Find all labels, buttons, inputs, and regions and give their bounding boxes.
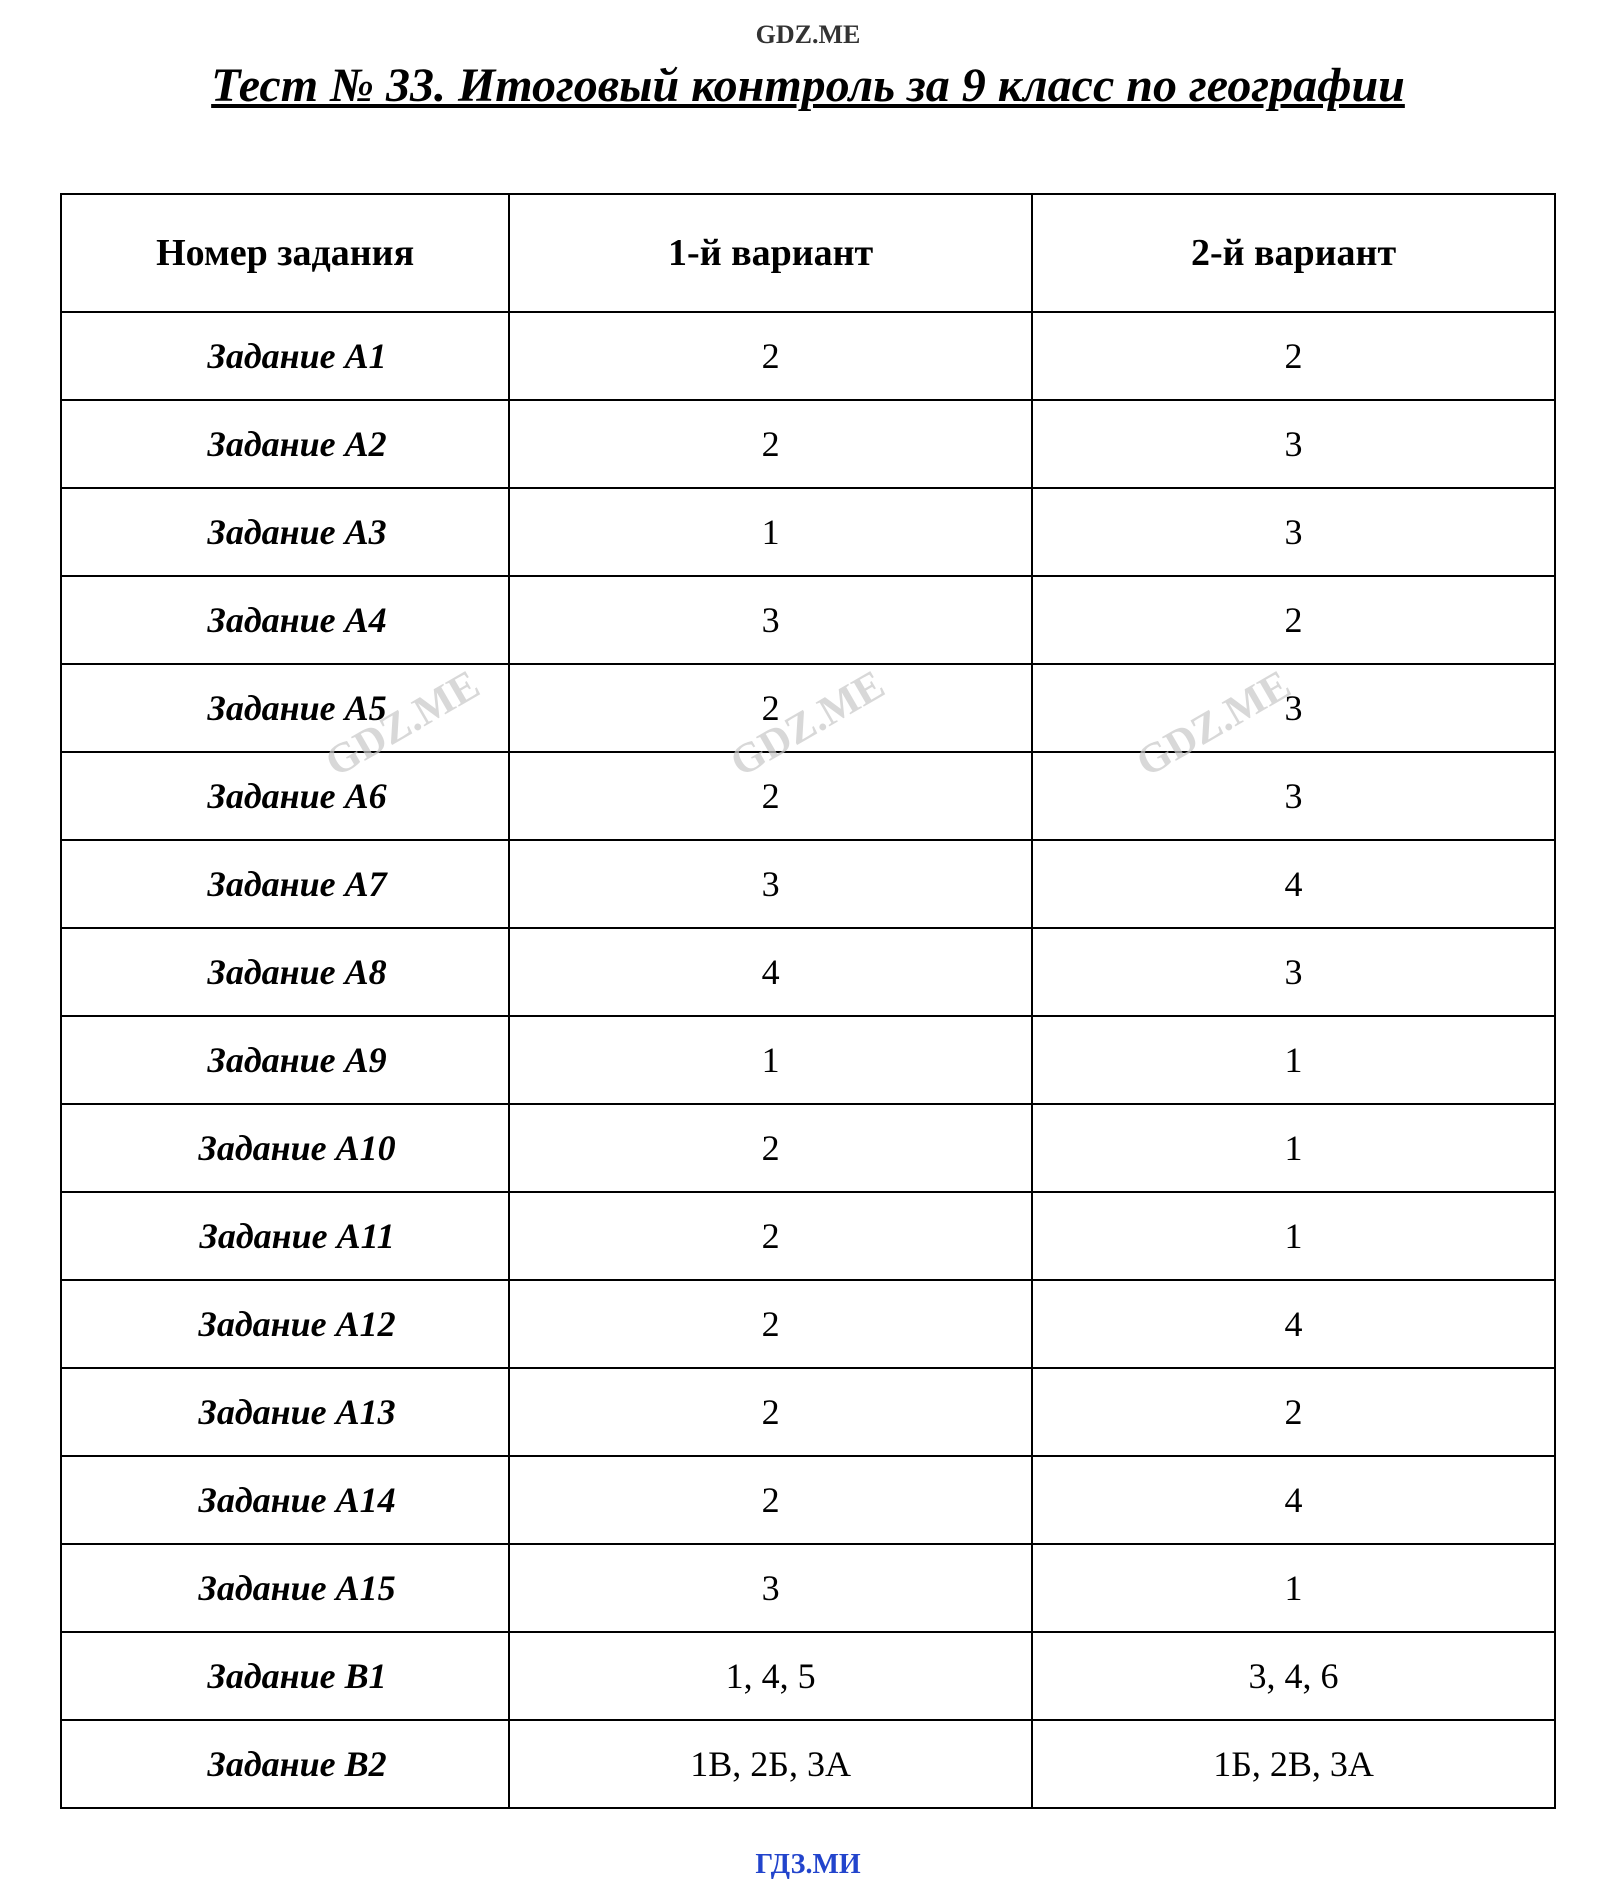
column-header-variant1: 1-й вариант [509, 194, 1032, 312]
task-name-cell: Задание А9 [61, 1016, 509, 1104]
task-name-cell: Задание А2 [61, 400, 509, 488]
table-row: Задание А1224 [61, 1280, 1555, 1368]
column-header-variant2: 2-й вариант [1032, 194, 1555, 312]
variant1-cell: 3 [509, 840, 1032, 928]
variant2-cell: 3 [1032, 928, 1555, 1016]
variant2-cell: 1 [1032, 1016, 1555, 1104]
answers-table: Номер задания 1-й вариант 2-й вариант За… [60, 193, 1556, 1809]
variant1-cell: 3 [509, 1544, 1032, 1632]
table-row: Задание А1322 [61, 1368, 1555, 1456]
table-row: Задание А313 [61, 488, 1555, 576]
task-name-cell: Задание А11 [61, 1192, 509, 1280]
variant2-cell: 1Б, 2В, 3А [1032, 1720, 1555, 1808]
table-row: Задание А911 [61, 1016, 1555, 1104]
variant2-cell: 2 [1032, 1368, 1555, 1456]
table-row: Задание А523 [61, 664, 1555, 752]
variant1-cell: 2 [509, 312, 1032, 400]
variant2-cell: 3 [1032, 488, 1555, 576]
table-row: Задание А623 [61, 752, 1555, 840]
variant1-cell: 2 [509, 400, 1032, 488]
task-name-cell: Задание А5 [61, 664, 509, 752]
task-name-cell: Задание А10 [61, 1104, 509, 1192]
task-name-cell: Задание В2 [61, 1720, 509, 1808]
table-row: Задание В21В, 2Б, 3А1Б, 2В, 3А [61, 1720, 1555, 1808]
variant2-cell: 4 [1032, 1280, 1555, 1368]
task-name-cell: Задание А7 [61, 840, 509, 928]
table-header-row: Номер задания 1-й вариант 2-й вариант [61, 194, 1555, 312]
column-header-task: Номер задания [61, 194, 509, 312]
variant2-cell: 2 [1032, 576, 1555, 664]
variant2-cell: 3 [1032, 664, 1555, 752]
variant2-cell: 3 [1032, 400, 1555, 488]
variant2-cell: 1 [1032, 1104, 1555, 1192]
task-name-cell: Задание А13 [61, 1368, 509, 1456]
task-name-cell: Задание В1 [61, 1632, 509, 1720]
task-name-cell: Задание А4 [61, 576, 509, 664]
table-row: Задание А1121 [61, 1192, 1555, 1280]
variant1-cell: 4 [509, 928, 1032, 1016]
table-row: Задание А1531 [61, 1544, 1555, 1632]
task-name-cell: Задание А6 [61, 752, 509, 840]
variant1-cell: 2 [509, 1104, 1032, 1192]
variant2-cell: 4 [1032, 1456, 1555, 1544]
table-row: Задание А1021 [61, 1104, 1555, 1192]
variant1-cell: 2 [509, 1456, 1032, 1544]
table-row: Задание А223 [61, 400, 1555, 488]
variant2-cell: 1 [1032, 1544, 1555, 1632]
variant1-cell: 2 [509, 1280, 1032, 1368]
table-row: Задание А734 [61, 840, 1555, 928]
variant1-cell: 1 [509, 488, 1032, 576]
footer-watermark: ГДЗ.МИ [60, 1849, 1556, 1881]
table-row: Задание В11, 4, 53, 4, 6 [61, 1632, 1555, 1720]
variant1-cell: 2 [509, 1368, 1032, 1456]
variant2-cell: 3, 4, 6 [1032, 1632, 1555, 1720]
task-name-cell: Задание А3 [61, 488, 509, 576]
table-row: Задание А843 [61, 928, 1555, 1016]
variant1-cell: 2 [509, 752, 1032, 840]
table-row: Задание А122 [61, 312, 1555, 400]
task-name-cell: Задание А15 [61, 1544, 509, 1632]
task-name-cell: Задание А14 [61, 1456, 509, 1544]
variant2-cell: 4 [1032, 840, 1555, 928]
task-name-cell: Задание А12 [61, 1280, 509, 1368]
variant2-cell: 2 [1032, 312, 1555, 400]
task-name-cell: Задание А8 [61, 928, 509, 1016]
variant2-cell: 1 [1032, 1192, 1555, 1280]
variant1-cell: 3 [509, 576, 1032, 664]
variant1-cell: 2 [509, 664, 1032, 752]
page-title: Тест № 33. Итоговый контроль за 9 класс … [60, 58, 1556, 113]
variant1-cell: 1 [509, 1016, 1032, 1104]
task-name-cell: Задание А1 [61, 312, 509, 400]
table-row: Задание А432 [61, 576, 1555, 664]
variant1-cell: 1В, 2Б, 3А [509, 1720, 1032, 1808]
header-watermark: GDZ.ME [60, 20, 1556, 50]
variant2-cell: 3 [1032, 752, 1555, 840]
table-row: Задание А1424 [61, 1456, 1555, 1544]
variant1-cell: 1, 4, 5 [509, 1632, 1032, 1720]
variant1-cell: 2 [509, 1192, 1032, 1280]
